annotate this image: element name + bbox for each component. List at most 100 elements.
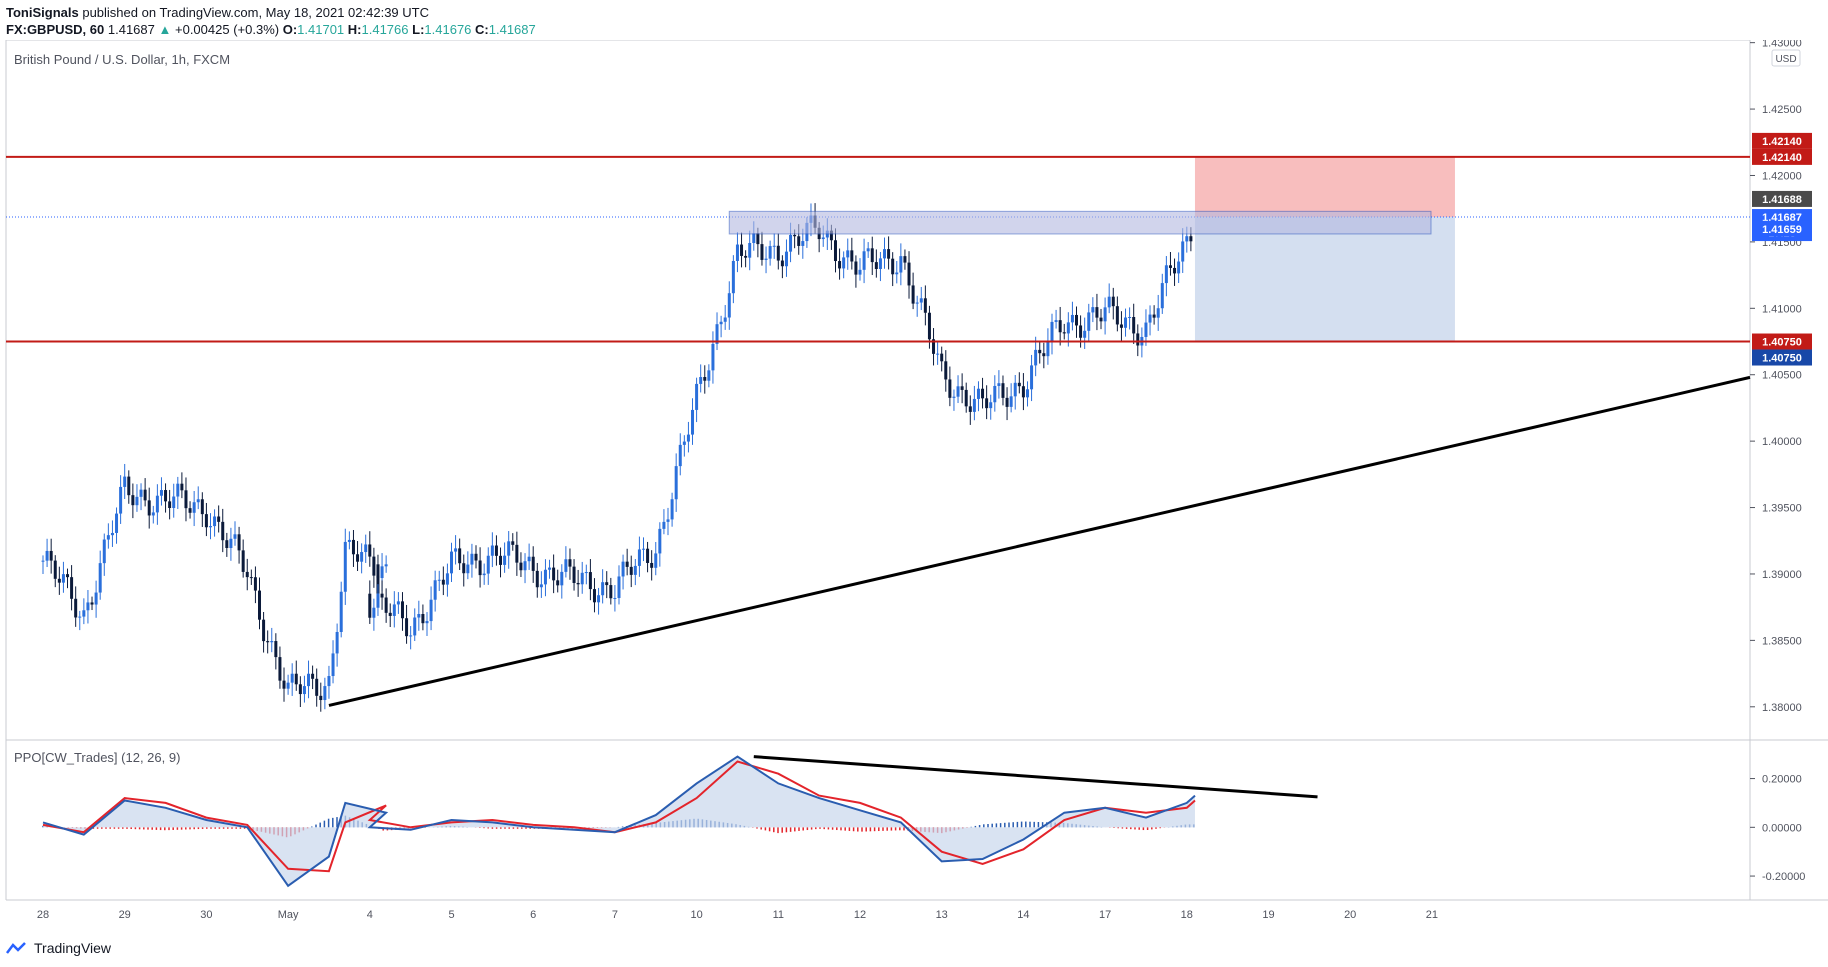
symbol-line: FX:GBPUSD, 60 1.41687 ▲ +0.00425 (+0.3%)…: [6, 21, 536, 38]
candle-body: [1009, 396, 1013, 407]
candle-body: [360, 552, 364, 562]
candle-body: [135, 496, 139, 506]
candle-body: [1025, 389, 1029, 398]
candle-body: [858, 269, 862, 275]
chart-header: ToniSignals published on TradingView.com…: [6, 4, 536, 38]
candle-body: [196, 499, 200, 503]
candle-body: [70, 577, 74, 599]
candle-body: [249, 577, 253, 579]
candle-body: [923, 298, 927, 313]
price-tick-label: 1.42000: [1762, 170, 1802, 182]
indicator-tick-label: -0.20000: [1762, 871, 1805, 883]
price-label-box: [1752, 349, 1812, 366]
candle-body: [1164, 265, 1168, 284]
currency-badge[interactable]: [1771, 49, 1801, 67]
up-arrow-icon: ▲: [158, 22, 172, 37]
ascending-trendline: [328, 375, 1751, 707]
candle-body: [1075, 314, 1079, 326]
candle-body: [147, 500, 151, 516]
candle-body: [1034, 349, 1038, 366]
price-tick-label: 1.39500: [1762, 503, 1802, 515]
candle-body: [531, 556, 535, 571]
candle-body: [572, 566, 576, 583]
candle-body: [192, 502, 196, 513]
candle-body: [1021, 386, 1025, 398]
candle-body: [993, 385, 997, 403]
signal-line: [42, 760, 1196, 873]
candle-body: [976, 388, 980, 399]
candle-body: [1099, 317, 1103, 322]
candle-body: [458, 548, 462, 564]
time-tick-label: 13: [936, 909, 948, 921]
candle-body: [343, 541, 347, 592]
candle-body: [842, 257, 846, 269]
candle-body: [874, 262, 878, 269]
candle-body: [748, 243, 752, 258]
candle-body: [915, 302, 919, 304]
candle-body: [1070, 314, 1074, 323]
candle-body: [625, 561, 629, 567]
candle-body: [1058, 320, 1062, 333]
candle-body: [266, 641, 270, 643]
candle-body: [1181, 241, 1185, 262]
candle-body: [258, 590, 262, 620]
tradingview-footer[interactable]: TradingView: [6, 940, 111, 956]
candle-body: [392, 604, 396, 616]
candle-body: [1136, 333, 1140, 346]
candle-body: [347, 539, 351, 542]
candle-body: [143, 489, 147, 501]
candle-body: [98, 563, 102, 593]
candle-body: [609, 585, 613, 599]
candle-body: [850, 250, 854, 262]
ppo-indicator: [42, 755, 1318, 888]
candle-body: [200, 499, 204, 515]
candle-body: [311, 673, 315, 679]
candle-body: [1030, 365, 1034, 390]
candle-body: [253, 577, 257, 591]
candle-body: [1173, 267, 1177, 274]
candle-body: [613, 597, 617, 599]
candle-body: [151, 512, 155, 516]
indicator-axis[interactable]: 0.20000 0.00000 -0.20000: [1750, 774, 1805, 884]
candle-body: [400, 601, 404, 619]
candle-body: [646, 548, 650, 563]
candle-body: [936, 353, 940, 355]
candle-body: [115, 513, 119, 533]
candle-body: [278, 657, 282, 681]
chart-canvas[interactable]: British Pound / U.S. Dollar, 1h, FXCM US…: [0, 40, 1828, 935]
candle-body: [413, 617, 417, 636]
publisher-name[interactable]: ToniSignals: [6, 5, 79, 20]
candle-body: [1111, 296, 1115, 307]
time-tick-label: 19: [1262, 909, 1274, 921]
time-tick-label: 10: [690, 909, 702, 921]
candle-body: [1083, 330, 1087, 338]
candle-body: [507, 541, 511, 556]
candle-body: [1066, 322, 1070, 334]
candle-body: [270, 641, 274, 643]
candle-body: [225, 540, 229, 548]
chart-drawings[interactable]: [6, 155, 1751, 707]
candle-body: [707, 370, 711, 381]
candle-body: [903, 256, 907, 263]
supply-zone-box: [728, 210, 1432, 235]
high-label: H:: [347, 22, 362, 37]
candle-body: [315, 678, 319, 696]
candle-body: [503, 555, 507, 565]
candle-body: [801, 241, 805, 246]
candle-body: [274, 641, 278, 658]
price-axis[interactable]: 1.430001.425001.420001.415001.410001.405…: [1750, 40, 1802, 714]
price-tick-label: 1.38000: [1762, 702, 1802, 714]
candle-body: [878, 258, 882, 269]
candle-body: [968, 406, 972, 412]
candle-body: [204, 514, 208, 528]
take-profit-zone: [1194, 217, 1455, 342]
candle-body: [462, 563, 466, 574]
time-tick-label: 5: [448, 909, 454, 921]
symbol-label[interactable]: FX:GBPUSD, 60: [6, 22, 105, 37]
candle-body: [784, 251, 788, 267]
candle-body: [1148, 314, 1152, 323]
candle-body: [1168, 265, 1172, 268]
time-axis[interactable]: 28 29 30 May 4 5 6 7 10 11 12 13 14 17 18 19 20 21: [37, 909, 1438, 921]
candle-body: [1005, 397, 1009, 407]
candle-body: [172, 496, 176, 508]
